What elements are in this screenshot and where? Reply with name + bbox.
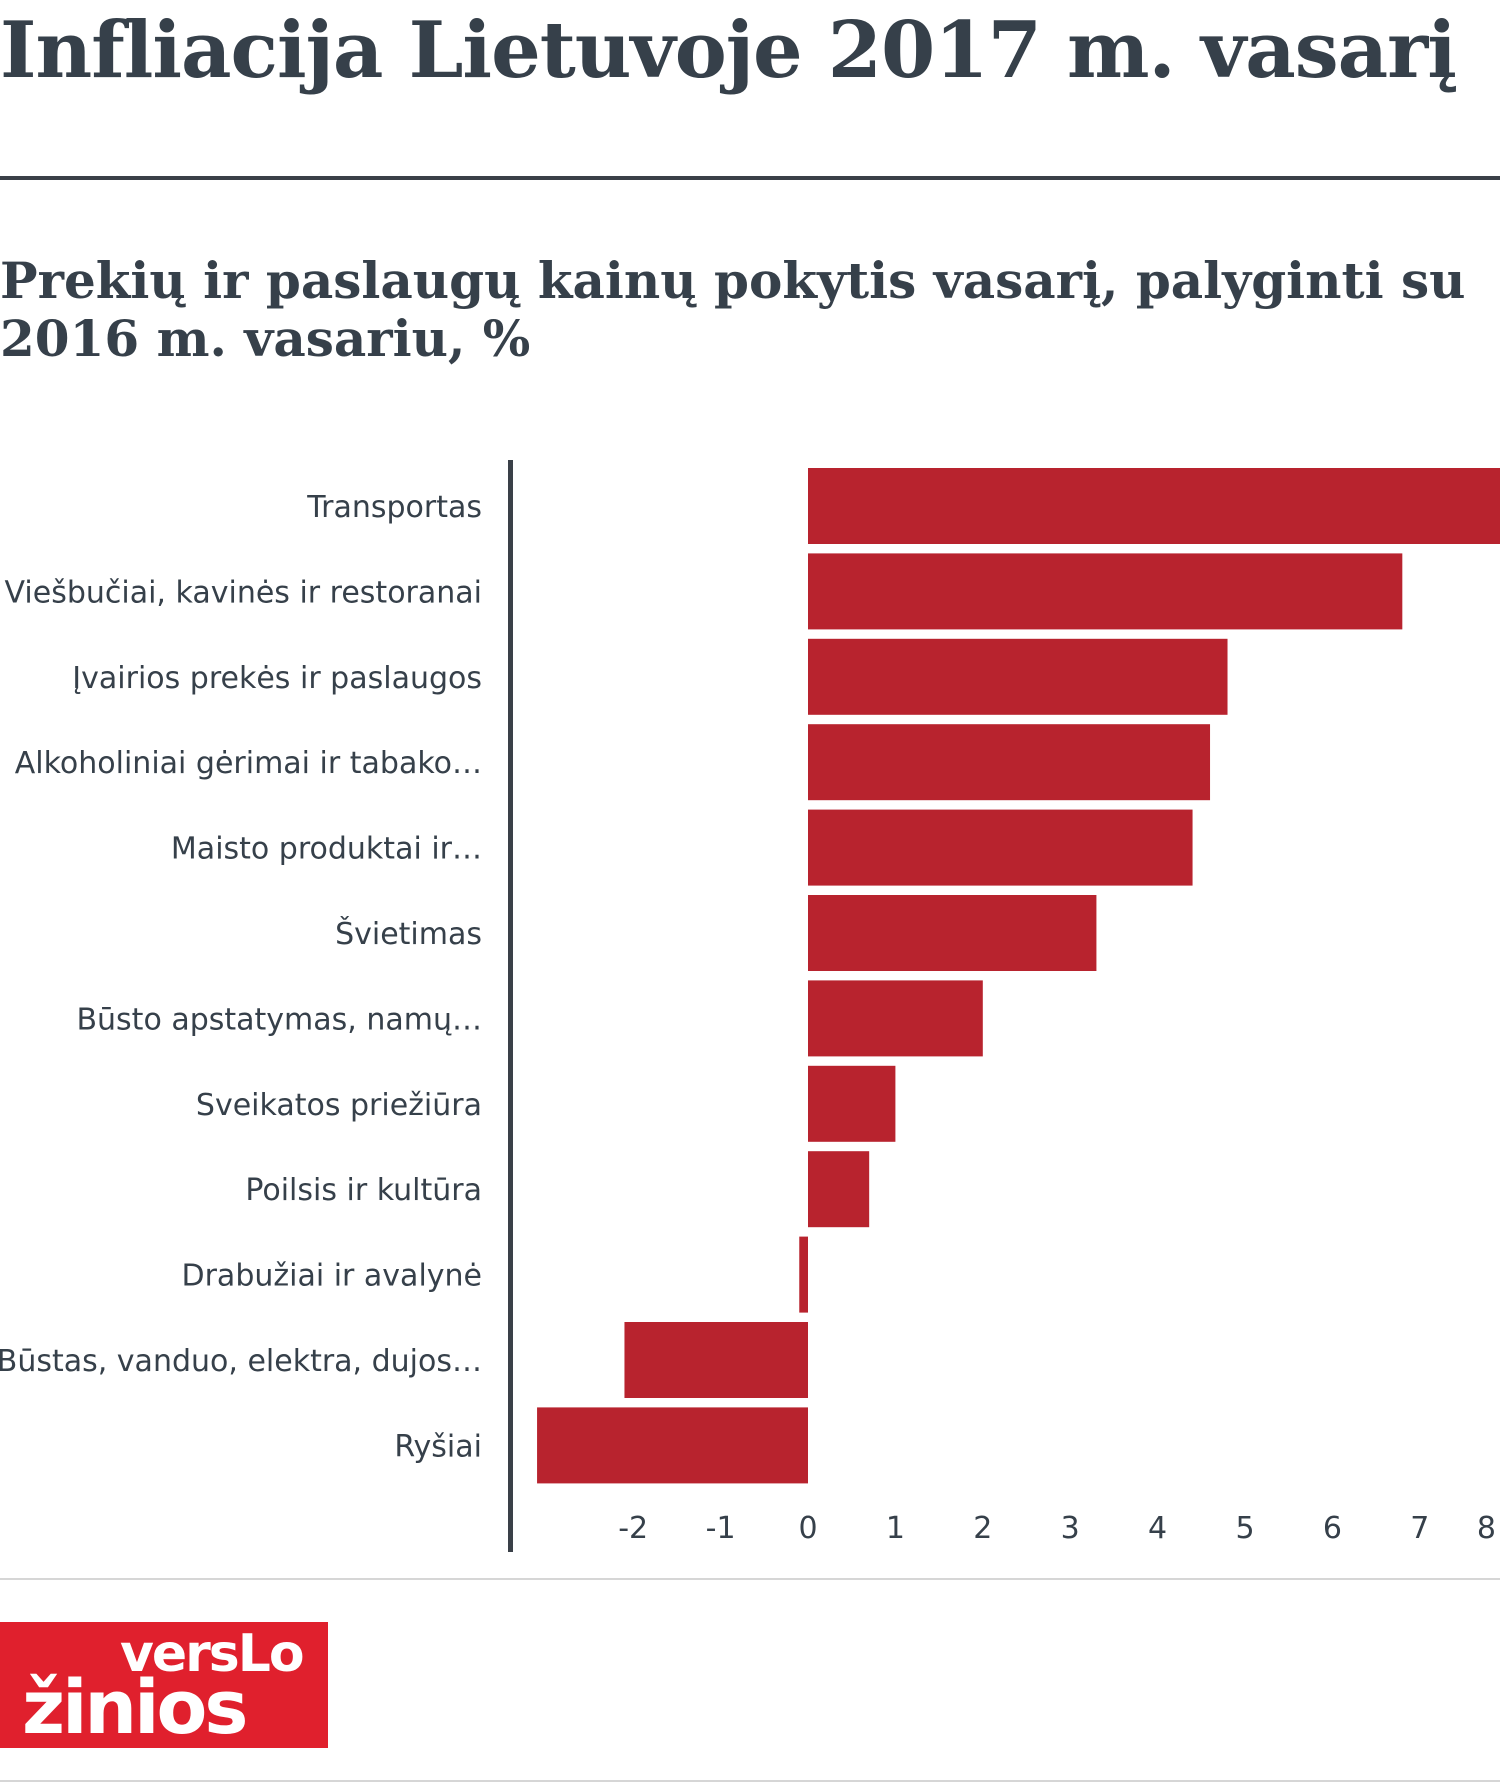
bar-chart: Transportas Viešbučiai, kavinės ir restor… [0, 460, 1500, 1552]
x-tick-label-1: -1 [706, 1511, 736, 1546]
title-divider [0, 176, 1500, 180]
category-label-9: Drabužiai ir avalynė [182, 1259, 483, 1294]
chart-title: Infliacija Lietuvoje 2017 m. vasarį [0, 5, 1457, 96]
category-label-7: Sveikatos priežiūra [196, 1088, 482, 1123]
bar-9 [799, 1236, 808, 1313]
x-tick-label-3: 1 [886, 1511, 905, 1546]
x-tick-label-6: 4 [1148, 1511, 1167, 1546]
versloziniu-logo[interactable]: versLo žinios [0, 1622, 328, 1748]
page-bottom-divider [0, 1780, 1500, 1782]
bar-1 [808, 553, 1403, 630]
category-label-11: Ryšiai [394, 1429, 482, 1464]
x-tick-label-7: 5 [1235, 1511, 1254, 1546]
x-tick-label-2: 0 [798, 1511, 817, 1546]
category-label-0: Transportas [306, 490, 482, 525]
footer-divider [0, 1578, 1500, 1580]
x-tick-label-10: 8 [1477, 1511, 1496, 1546]
category-label-4: Maisto produktai ir… [171, 832, 482, 867]
bar-5 [808, 895, 1097, 971]
bar-8 [808, 1151, 870, 1228]
bar-10 [624, 1322, 808, 1398]
x-tick-label-4: 2 [973, 1511, 992, 1546]
category-label-5: Švietimas [335, 915, 482, 952]
bar-4 [808, 809, 1193, 886]
logo-line-2: žinios [22, 1665, 248, 1751]
x-tick-label-8: 6 [1323, 1511, 1342, 1546]
x-tick-label-0: -2 [618, 1511, 648, 1546]
chart-subtitle: Prekių ir paslaugų kainų pokytis vasarį,… [0, 251, 1466, 368]
category-label-1: Viešbučiai, kavinės ir restoranai [5, 575, 482, 610]
bar-11 [537, 1407, 808, 1484]
category-label-2: Įvairios prekės ir paslaugos [72, 661, 482, 696]
bar-0 [808, 468, 1500, 544]
logo-line-1: versLo [120, 1624, 305, 1684]
y-axis-line [508, 460, 513, 1552]
x-tick-label-5: 3 [1061, 1511, 1080, 1546]
bar-6 [808, 980, 983, 1057]
category-label-8: Poilsis ir kultūra [245, 1173, 482, 1208]
bar-3 [808, 724, 1211, 801]
category-label-10: Būstas, vanduo, elektra, dujos… [0, 1344, 482, 1379]
category-label-6: Būsto apstatymas, namų… [76, 1002, 482, 1037]
bar-7 [808, 1065, 896, 1142]
x-tick-label-9: 7 [1410, 1511, 1429, 1546]
category-label-3: Alkoholiniai gėrimai ir tabako… [15, 746, 482, 781]
bar-2 [808, 638, 1228, 715]
